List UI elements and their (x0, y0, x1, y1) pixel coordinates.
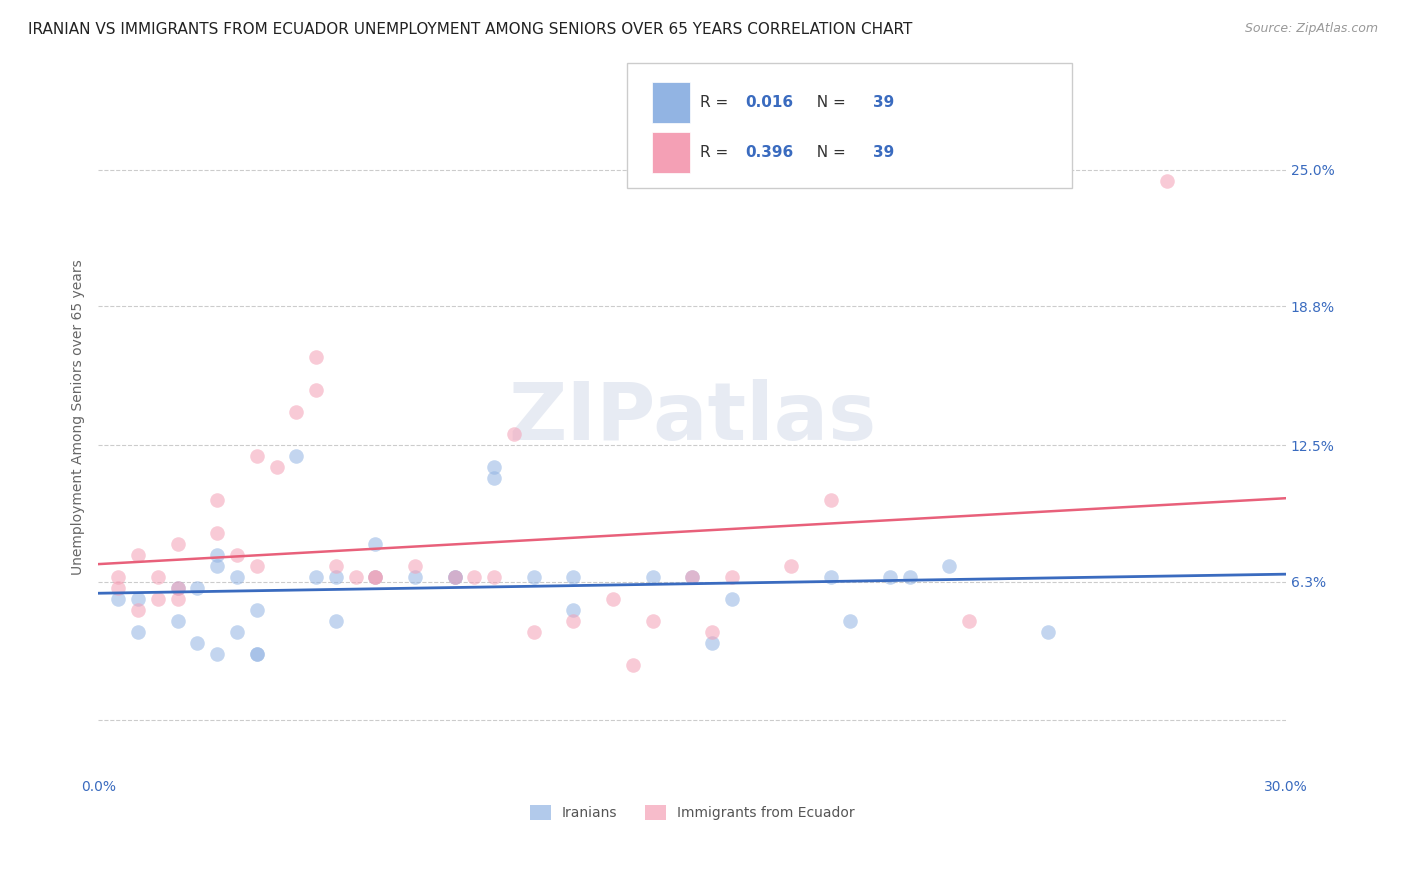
Point (523, 570, 546, 584)
Point (503, 427, 526, 442)
Point (562, 615, 585, 629)
Point (443, 570, 465, 584)
Point (641, 615, 664, 629)
Point (820, 493, 842, 508)
Point (325, 615, 347, 629)
Point (325, 570, 347, 584)
Text: 39: 39 (873, 145, 894, 161)
Point (562, 570, 585, 584)
Point (127, 625, 149, 640)
Point (246, 648, 269, 662)
Point (700, 636, 723, 650)
Point (484, 570, 506, 584)
Point (146, 592, 169, 607)
Point (443, 570, 465, 584)
Text: Source: ZipAtlas.com: Source: ZipAtlas.com (1244, 22, 1378, 36)
Point (127, 592, 149, 607)
Point (127, 603, 149, 617)
Text: IRANIAN VS IMMIGRANTS FROM ECUADOR UNEMPLOYMENT AMONG SENIORS OVER 65 YEARS CORR: IRANIAN VS IMMIGRANTS FROM ECUADOR UNEMP… (28, 22, 912, 37)
Point (602, 592, 624, 607)
Point (166, 537, 188, 551)
Point (443, 570, 465, 584)
Point (364, 570, 387, 584)
Point (720, 592, 742, 607)
Point (146, 570, 169, 584)
Point (1156, 174, 1178, 188)
Text: 39: 39 (873, 95, 894, 110)
Point (305, 350, 328, 364)
Point (641, 570, 664, 584)
Point (820, 570, 842, 584)
Legend: Iranians, Immigrants from Ecuador: Iranians, Immigrants from Ecuador (524, 800, 860, 826)
Point (463, 570, 485, 584)
Point (246, 559, 269, 574)
Text: N =: N = (807, 145, 851, 161)
Point (205, 548, 228, 562)
Point (166, 581, 188, 595)
Point (226, 570, 249, 584)
Point (205, 493, 228, 508)
Point (226, 548, 249, 562)
Text: 0.016: 0.016 (745, 95, 793, 110)
Point (681, 570, 703, 584)
Point (266, 460, 288, 475)
Point (364, 537, 387, 551)
Point (1038, 625, 1060, 640)
Point (681, 570, 703, 584)
Point (107, 581, 129, 595)
Point (364, 570, 387, 584)
Point (325, 559, 347, 574)
Text: N =: N = (807, 95, 851, 110)
Point (839, 615, 862, 629)
Text: R =: R = (700, 95, 734, 110)
Point (484, 471, 506, 485)
Point (957, 615, 980, 629)
Text: R =: R = (700, 145, 734, 161)
Point (205, 526, 228, 541)
Point (127, 548, 149, 562)
Point (938, 559, 960, 574)
Point (107, 592, 129, 607)
Point (107, 570, 129, 584)
FancyBboxPatch shape (627, 63, 1071, 188)
Point (404, 559, 426, 574)
Y-axis label: Unemployment Among Seniors over 65 years: Unemployment Among Seniors over 65 years (72, 260, 86, 575)
Point (166, 615, 188, 629)
Point (404, 570, 426, 584)
Point (246, 648, 269, 662)
Point (205, 648, 228, 662)
Point (562, 603, 585, 617)
Point (621, 658, 644, 673)
Point (364, 570, 387, 584)
Point (780, 559, 803, 574)
Point (285, 449, 308, 463)
Point (305, 383, 328, 397)
Point (898, 570, 921, 584)
FancyBboxPatch shape (652, 132, 690, 173)
Point (186, 581, 208, 595)
Point (285, 405, 308, 419)
Point (484, 460, 506, 475)
Text: ZIPatlas: ZIPatlas (508, 378, 876, 457)
Point (186, 636, 208, 650)
Point (166, 592, 188, 607)
Point (246, 449, 269, 463)
Text: 0.396: 0.396 (745, 145, 794, 161)
Point (305, 570, 328, 584)
Point (246, 603, 269, 617)
Point (344, 570, 367, 584)
Point (226, 625, 249, 640)
Point (720, 570, 742, 584)
Point (166, 581, 188, 595)
Point (205, 559, 228, 574)
FancyBboxPatch shape (652, 82, 690, 123)
Point (879, 570, 901, 584)
Point (700, 625, 723, 640)
Point (523, 625, 546, 640)
